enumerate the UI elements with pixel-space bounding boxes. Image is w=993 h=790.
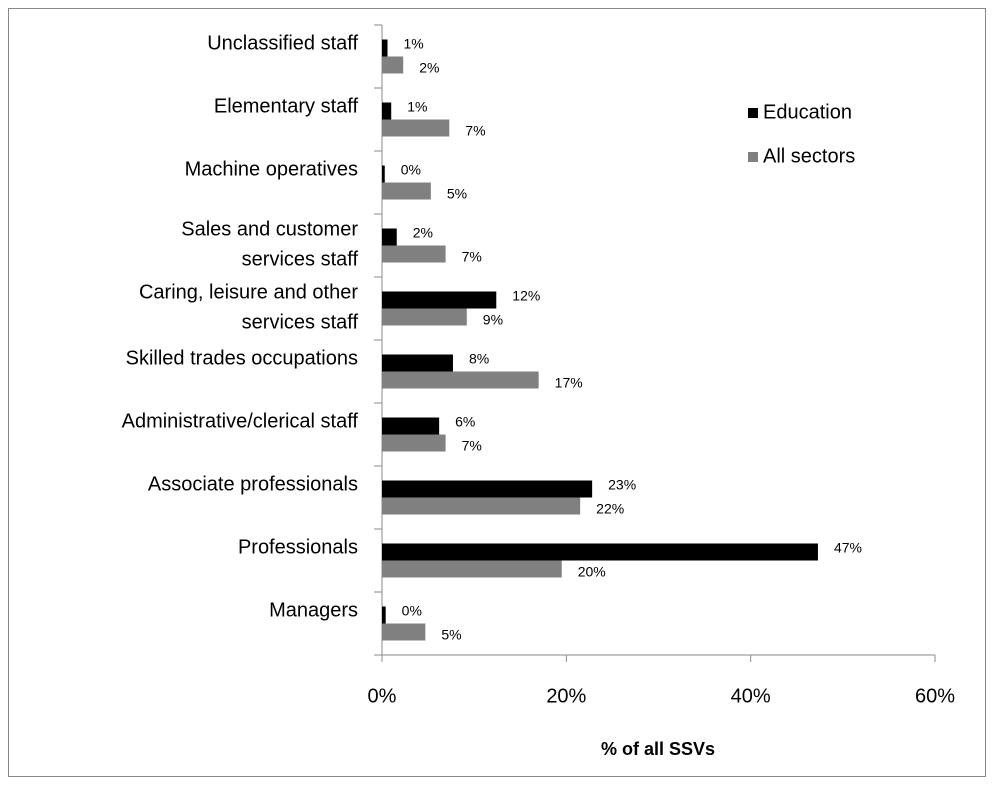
category-label: Sales and customer services staff [181, 219, 358, 271]
category-label: Administrative/clerical staff [122, 411, 359, 433]
bar [382, 497, 581, 515]
bar [382, 543, 818, 561]
bar [382, 354, 453, 372]
bar [382, 228, 397, 246]
value-label: 1% [407, 99, 427, 115]
value-label: 5% [441, 627, 461, 643]
category-label: Managers [269, 600, 358, 622]
category-label-line: services staff [242, 249, 359, 271]
category-label: Skilled trades occupations [126, 348, 358, 370]
bar [382, 480, 593, 498]
legend-label: Education [763, 101, 852, 123]
category-label-line: Sales and customer [181, 219, 358, 241]
x-tick-label: 40% [731, 685, 771, 707]
bar [382, 560, 562, 578]
bar [382, 182, 431, 200]
bar [382, 119, 450, 137]
value-label: 5% [447, 186, 467, 202]
x-tick-label: 20% [546, 685, 586, 707]
value-label: 17% [555, 375, 583, 391]
bar [382, 371, 539, 389]
value-label: 8% [469, 351, 489, 367]
category-label-line: Unclassified staff [207, 33, 358, 55]
bar [382, 434, 446, 452]
value-label: 0% [402, 603, 422, 619]
x-tick-label: 60% [915, 685, 955, 707]
legend-label: All sectors [763, 145, 855, 167]
value-label: 12% [512, 288, 540, 304]
category-label: Caring, leisure and other services staff [139, 282, 358, 334]
category-label: Professionals [238, 537, 358, 559]
category-label-line: Administrative/clerical staff [122, 411, 359, 433]
category-label: Machine operatives [185, 159, 358, 181]
category-label-line: services staff [242, 312, 359, 334]
category-label-line: Professionals [238, 537, 358, 559]
value-label: 6% [455, 414, 475, 430]
category-label-line: Managers [269, 600, 358, 622]
value-label: 1% [404, 36, 424, 52]
legend-swatch [748, 152, 758, 162]
category-label: Associate professionals [148, 474, 358, 496]
value-label: 9% [483, 312, 503, 328]
bar [382, 56, 404, 74]
value-label: 22% [596, 501, 624, 517]
bar [382, 245, 446, 263]
bar [382, 102, 392, 120]
value-label: 7% [462, 249, 482, 265]
bar [382, 417, 440, 435]
bar [382, 606, 386, 624]
value-label: 23% [608, 477, 636, 493]
chart-frame [8, 8, 986, 777]
value-label: 2% [419, 60, 439, 76]
category-label-line: Machine operatives [185, 159, 358, 181]
value-label: 2% [413, 225, 433, 241]
legend-swatch [748, 108, 758, 118]
value-label: 47% [834, 540, 862, 556]
category-label: Unclassified staff [207, 33, 358, 55]
bar [382, 308, 467, 326]
category-label-line: Associate professionals [148, 474, 358, 496]
category-label-line: Elementary staff [214, 96, 359, 118]
bar [382, 165, 385, 183]
bar [382, 623, 426, 641]
x-axis-title: % of all SSVs [601, 739, 715, 759]
bar [382, 39, 388, 57]
x-tick-label: 0% [368, 685, 397, 707]
category-label-line: Skilled trades occupations [126, 348, 358, 370]
value-label: 7% [465, 123, 485, 139]
value-label: 0% [401, 162, 421, 178]
category-label-line: Caring, leisure and other [139, 282, 358, 304]
value-label: 7% [462, 438, 482, 454]
value-label: 20% [578, 564, 606, 580]
category-label: Elementary staff [214, 96, 359, 118]
bar [382, 291, 497, 309]
